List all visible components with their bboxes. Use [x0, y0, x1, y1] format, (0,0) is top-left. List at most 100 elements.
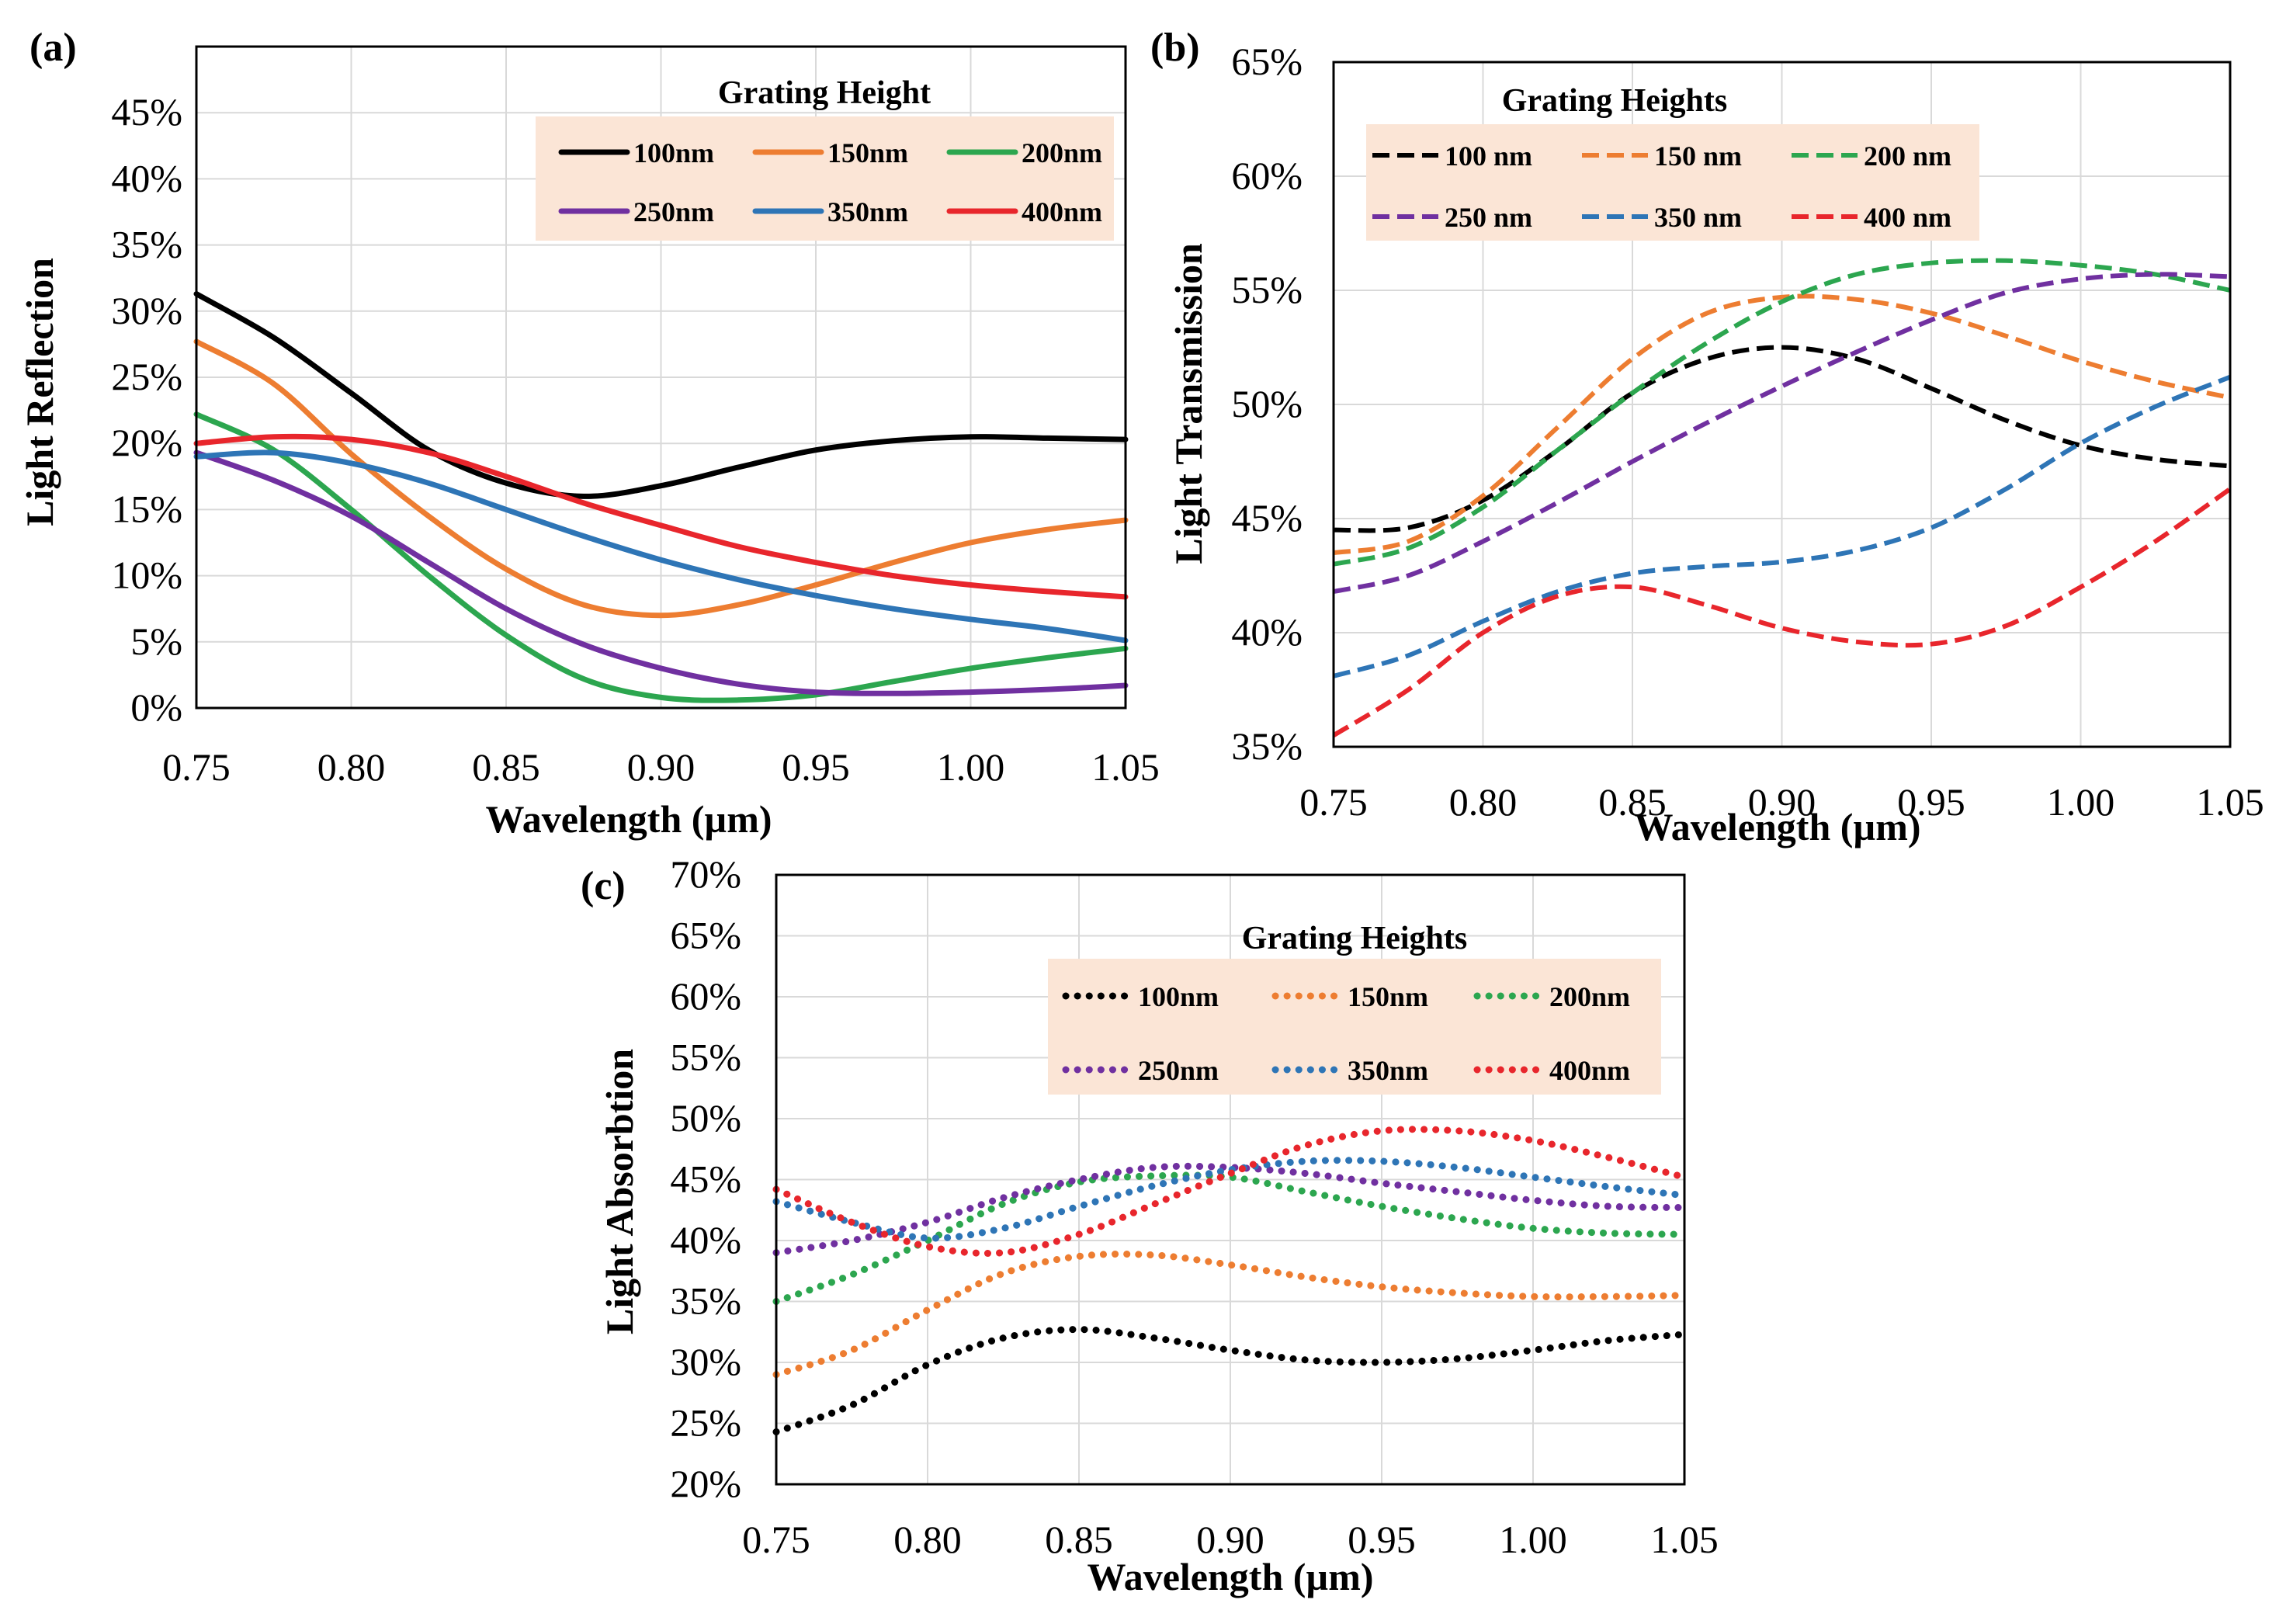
panel-a-legend-box — [536, 116, 1114, 241]
panel-c-tick-labels: 0.75 0.80 0.85 0.90 0.95 1.00 1.05 20% 25% 30% 35%… — [670, 852, 1718, 1561]
panel-a-ytick-label: 35% — [111, 223, 182, 266]
panel-c-ytick-label: 30% — [670, 1340, 741, 1383]
panel-c-xtick-label: 1.00 — [1499, 1518, 1567, 1561]
panel-a-reflection-chart: (a) Light Reflection Wavelength (µm) 0.7… — [18, 26, 1160, 841]
panel-b-series-line-100nm — [1333, 345, 2231, 533]
panel-b-ytick-label: 50% — [1231, 382, 1303, 425]
panel-c-series-line-150nm — [772, 1250, 1688, 1379]
panel-b-xtick-label: 1.00 — [2047, 780, 2115, 824]
panel-b-legend-label: 400 nm — [1864, 202, 1951, 233]
panel-c-xlabel: Wavelength (µm) — [1087, 1555, 1373, 1598]
panel-a-ytick-label: 30% — [111, 289, 182, 332]
panel-a-xtick-label: 0.90 — [627, 745, 696, 789]
panel-c-series-line-400nm — [772, 1126, 1688, 1258]
panel-c-legend-label: 100nm — [1138, 981, 1219, 1012]
panel-b-series-line-250nm — [1333, 272, 2231, 595]
panel-b-legend-box — [1366, 124, 1979, 241]
panel-b-legend-label: 250 nm — [1445, 202, 1532, 233]
panel-a-ylabel: Light Reflection — [18, 258, 61, 526]
panel-c-legend-label: 350nm — [1348, 1055, 1428, 1086]
panel-b-ytick-label: 60% — [1231, 154, 1303, 197]
panel-c-legend-label: 150nm — [1348, 981, 1428, 1012]
panel-a-xtick-label: 0.85 — [472, 745, 540, 789]
panel-b-ytick-label: 45% — [1231, 496, 1303, 540]
panel-a-ytick-label: 15% — [111, 487, 182, 530]
panel-b-tick-labels: 0.75 0.80 0.85 0.90 0.95 1.00 1.05 35% 40% 45% 50%… — [1231, 40, 2263, 824]
panel-c-series-line-350nm — [772, 1157, 1688, 1242]
panel-b-xlabel: Wavelength (µm) — [1634, 805, 1920, 848]
panel-a-label: (a) — [29, 26, 77, 70]
panel-c-label: (c) — [581, 864, 626, 908]
panel-c-ylabel: Light Absorbtion — [598, 1049, 641, 1334]
panel-a-legend-label: 150nm — [827, 137, 908, 168]
panel-c-legend-box — [1048, 959, 1661, 1095]
panel-b-xtick-label: 0.85 — [1598, 780, 1667, 824]
panel-b-legend-label: 200 nm — [1864, 141, 1951, 172]
panel-b-xtick-label: 0.90 — [1748, 780, 1816, 824]
panel-b-series-line-150nm — [1333, 293, 2231, 556]
panel-a-legend-label: 250nm — [633, 196, 714, 227]
panel-a-ytick-label: 5% — [130, 619, 182, 663]
panel-b-series — [1332, 258, 2232, 737]
panel-b-legend-title: Grating Heights — [1502, 83, 1728, 119]
panel-a-xtick-label: 0.80 — [317, 745, 386, 789]
panel-b-label: (b) — [1150, 26, 1200, 70]
panel-a-ytick-label: 0% — [130, 685, 182, 729]
panel-a-series-line-150nm — [193, 338, 1129, 619]
panel-c-ytick-label: 25% — [670, 1401, 741, 1445]
panel-c-ytick-label: 40% — [670, 1218, 741, 1261]
panel-a-legend-title: Grating Height — [718, 75, 931, 111]
panel-a-series-line-100nm — [193, 291, 1129, 499]
panel-b-series-line-400nm — [1332, 487, 2232, 737]
panel-b-xtick-label: 0.80 — [1449, 780, 1518, 824]
panel-b-xtick-label: 0.95 — [1897, 780, 1965, 824]
panel-a-xtick-label: 1.00 — [937, 745, 1005, 789]
panel-b-ytick-label: 35% — [1231, 724, 1303, 768]
panel-c-legend-title: Grating Heights — [1242, 921, 1468, 956]
panel-a-xtick-label: 1.05 — [1091, 745, 1160, 789]
panel-c-ytick-label: 65% — [670, 914, 741, 957]
panel-c-xtick-label: 0.95 — [1348, 1518, 1416, 1561]
panel-c-xtick-label: 1.05 — [1650, 1518, 1719, 1561]
panel-a-legend-label: 400nm — [1022, 196, 1102, 227]
panel-c-xtick-label: 0.85 — [1045, 1518, 1113, 1561]
panel-a-series-line-250nm — [193, 449, 1129, 696]
panel-b-plot-frame — [1332, 61, 2232, 748]
panel-a-plot-frame — [195, 45, 1127, 710]
panel-c-xtick-label: 0.75 — [742, 1518, 810, 1561]
panel-a-legend-label: 350nm — [827, 196, 908, 227]
panel-b-legend: Grating Heights 100 nm 150 nm 200 nm 250 nm 3… — [1366, 83, 1979, 241]
panel-c-ytick-label: 50% — [670, 1096, 741, 1140]
panel-c-series — [772, 1126, 1688, 1435]
panel-b-transmission-chart: (b) Light Transmission Wavelength (µm) 0… — [1150, 26, 2264, 848]
panel-a-series — [193, 291, 1129, 703]
panel-c-legend-label: 400nm — [1549, 1055, 1630, 1086]
panel-c-legend-label: 200nm — [1549, 981, 1630, 1012]
panel-c-ytick-label: 70% — [670, 852, 741, 896]
panel-a-xlabel: Wavelength (µm) — [485, 797, 772, 841]
panel-c-ytick-label: 45% — [670, 1157, 741, 1201]
panel-c-xtick-label: 0.90 — [1196, 1518, 1264, 1561]
panel-c-legend: Grating Heights 100nm 150nm 200nm 250nm 350nm… — [1048, 921, 1661, 1095]
panel-b-series-line-200nm — [1333, 258, 2231, 567]
panel-b-ytick-label: 55% — [1231, 268, 1303, 311]
panel-b-xtick-label: 0.75 — [1299, 780, 1368, 824]
panel-b-ytick-label: 65% — [1231, 40, 1303, 83]
panel-c-series-line-250nm — [772, 1162, 1688, 1257]
panel-b-legend-label: 150 nm — [1654, 141, 1742, 172]
panel-a-legend-label: 100nm — [633, 137, 714, 168]
panel-c-ytick-label: 35% — [670, 1279, 741, 1323]
panel-a-ytick-label: 45% — [111, 90, 182, 134]
panel-b-series-line-350nm — [1333, 374, 2232, 678]
panel-c-series-line-100nm — [772, 1326, 1688, 1435]
panel-c-absorption-chart: (c) Light Absorbtion Wavelength (µm) 0.7… — [581, 852, 1719, 1598]
panel-a-ytick-label: 40% — [111, 156, 182, 200]
panel-a-xtick-label: 0.75 — [162, 745, 231, 789]
panel-a-xtick-label: 0.95 — [782, 745, 850, 789]
panel-a-series-line-350nm — [193, 449, 1129, 644]
panel-c-ytick-label: 55% — [670, 1036, 741, 1079]
panel-c-xtick-label: 0.80 — [893, 1518, 962, 1561]
panel-a-tick-labels: 0.75 0.80 0.85 0.90 0.95 1.00 1.05 0% 5% 10% 15% 20… — [111, 90, 1159, 789]
